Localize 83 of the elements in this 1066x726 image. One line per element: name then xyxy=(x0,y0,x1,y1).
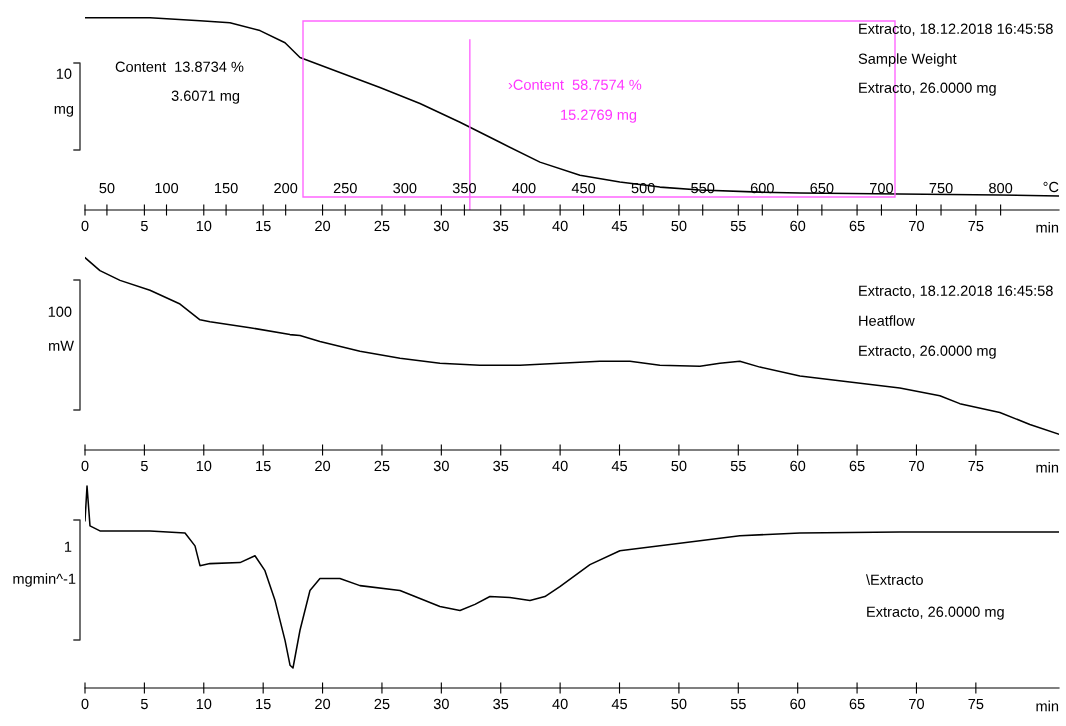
annotation: Heatflow xyxy=(859,315,915,326)
x-tick-label: 0 xyxy=(81,698,89,710)
text: 1 xyxy=(65,541,72,552)
annotation: Content 13.8734 % xyxy=(115,61,244,72)
text: 10 xyxy=(56,68,72,79)
x-tick-label: 25 xyxy=(374,220,390,232)
text: mg xyxy=(54,105,74,117)
x-tick-label: 20 xyxy=(315,460,331,472)
x2-tick-label: 150 xyxy=(215,182,238,194)
x2-tick-label: 750 xyxy=(929,182,953,194)
annotation: Extracto, 26.0000 mg xyxy=(859,345,996,359)
x-tick-label: 55 xyxy=(730,460,746,472)
x-tick-label: 35 xyxy=(493,220,509,232)
annotation: Extracto, 18.12.2018 16:45:58 xyxy=(859,285,1053,298)
text: mgmin^-1 xyxy=(13,573,76,587)
x2-tick-label: 700 xyxy=(870,182,894,194)
x-tick-label: 30 xyxy=(433,460,449,472)
x-tick-label: 75 xyxy=(968,460,984,472)
x-tick-label: 50 xyxy=(671,460,687,472)
annotation: 15.2769 mg xyxy=(561,109,637,123)
x-tick-label: 70 xyxy=(909,220,924,232)
x-tick-label: 45 xyxy=(611,698,628,710)
x2-tick-label: 100 xyxy=(155,182,179,194)
x2-axis-title: °C xyxy=(1043,181,1059,193)
x-axis-title: min xyxy=(1036,222,1059,233)
text: mW xyxy=(49,340,74,351)
annotation: Extracto, 18.12.2018 16:45:58 xyxy=(859,23,1053,36)
annotation: 3.6071 mg xyxy=(171,90,240,104)
x-tick-label: 0 xyxy=(81,220,89,232)
x-tick-label: 10 xyxy=(196,698,212,710)
x-tick-label: 20 xyxy=(315,220,331,232)
x-tick-label: 15 xyxy=(256,220,271,232)
annotation: \Extracto xyxy=(866,574,923,585)
annotation: ›Content 58.7574 % xyxy=(508,79,642,90)
x-tick-label: 40 xyxy=(552,460,568,472)
x-tick-label: 75 xyxy=(968,698,984,710)
annotation: Extracto, 26.0000 mg xyxy=(867,606,1004,620)
x-tick-label: 40 xyxy=(552,220,568,232)
x-tick-label: 15 xyxy=(256,460,271,472)
x-tick-label: 55 xyxy=(730,220,746,232)
x-tick-label: 0 xyxy=(81,460,89,472)
x2-tick-label: 800 xyxy=(989,182,1013,194)
x-tick-label: 35 xyxy=(493,698,509,710)
x-tick-label: 25 xyxy=(374,698,390,710)
x2-tick-label: 400 xyxy=(512,182,536,194)
x-tick-label: 10 xyxy=(196,460,212,472)
x-tick-label: 65 xyxy=(849,698,865,710)
x-tick-label: 45 xyxy=(611,220,628,232)
x-tick-label: 60 xyxy=(790,460,806,472)
x2-tick-label: 250 xyxy=(333,182,357,194)
x-tick-label: 65 xyxy=(849,460,865,472)
x-axis-title: min xyxy=(1036,700,1059,712)
x-tick-label: 60 xyxy=(790,698,806,710)
x-tick-label: 30 xyxy=(433,220,449,232)
x2-tick-label: 50 xyxy=(99,182,115,194)
x-tick-label: 25 xyxy=(374,460,390,472)
x-tick-label: 60 xyxy=(790,220,806,232)
x-tick-label: 65 xyxy=(849,220,865,232)
x-tick-label: 10 xyxy=(196,220,212,232)
x-tick-label: 5 xyxy=(140,698,148,710)
x-tick-label: 70 xyxy=(909,460,924,472)
x-tick-label: 45 xyxy=(611,460,628,472)
x2-tick-label: 650 xyxy=(810,182,834,194)
x-axis-title: min xyxy=(1036,462,1059,473)
annotation: Extracto, 26.0000 mg xyxy=(859,82,996,96)
x-tick-label: 55 xyxy=(730,698,746,710)
x2-tick-label: 200 xyxy=(274,182,298,194)
x-tick-label: 40 xyxy=(552,698,568,710)
x-tick-label: 50 xyxy=(671,220,687,232)
annotation: Sample Weight xyxy=(858,53,957,67)
x-tick-label: 75 xyxy=(968,220,984,232)
x-tick-label: 35 xyxy=(493,460,509,472)
text: 100 xyxy=(48,306,72,317)
x-tick-label: 70 xyxy=(909,698,924,710)
x-tick-label: 15 xyxy=(256,698,271,710)
x-tick-label: 20 xyxy=(315,698,331,710)
x-tick-label: 5 xyxy=(140,220,148,232)
x-tick-label: 50 xyxy=(671,698,687,710)
x2-tick-label: 300 xyxy=(393,182,417,194)
x-tick-label: 30 xyxy=(433,698,449,710)
x2-tick-label: 350 xyxy=(452,182,476,194)
x-tick-label: 5 xyxy=(140,460,148,472)
x2-tick-label: 450 xyxy=(571,182,596,194)
